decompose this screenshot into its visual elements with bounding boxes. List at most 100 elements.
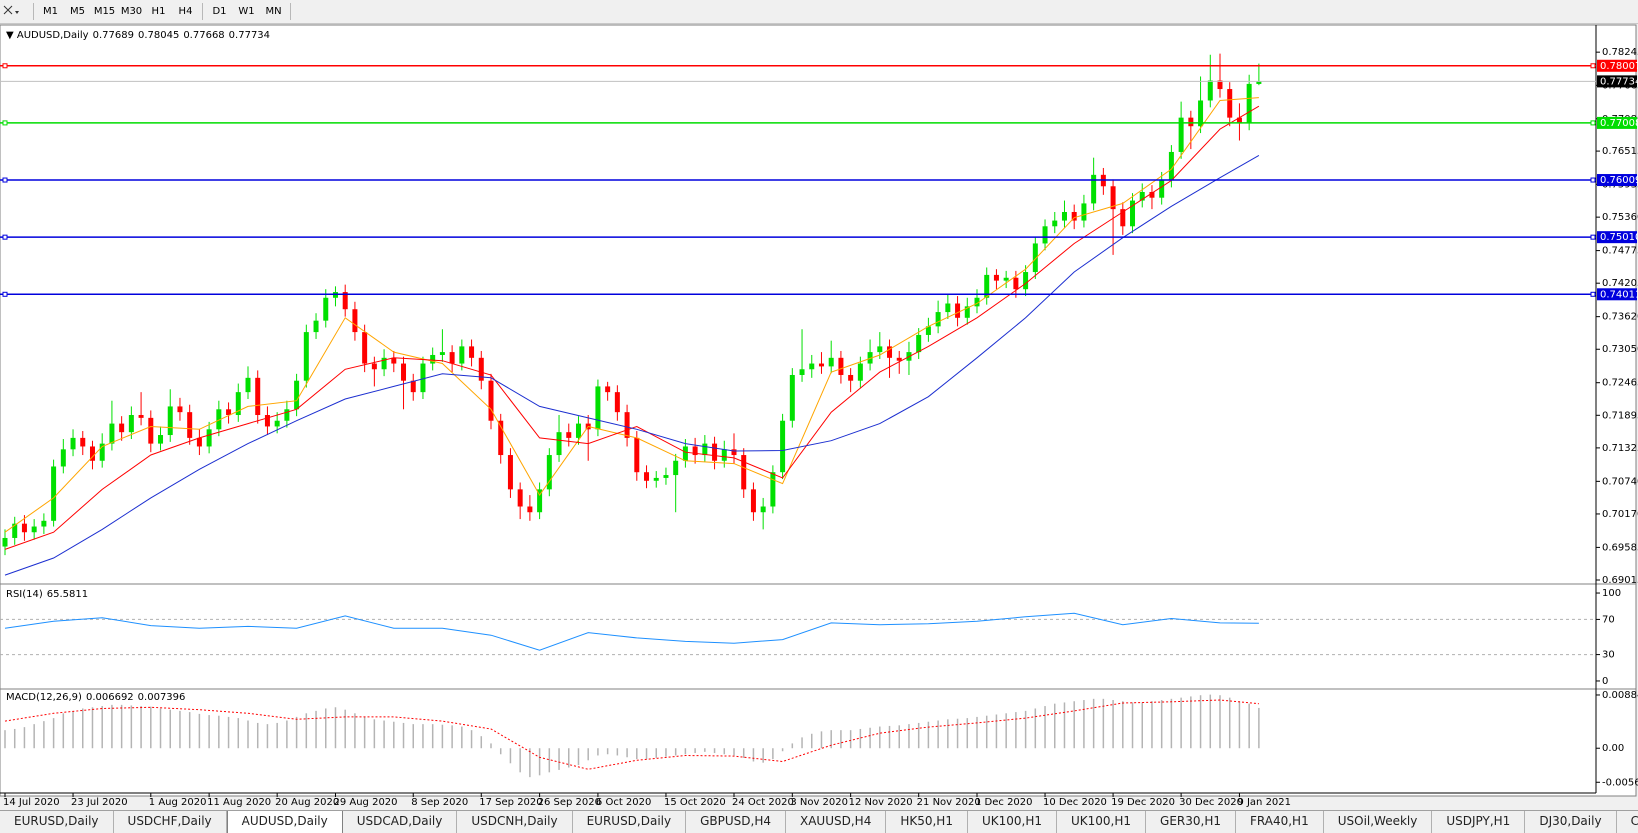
chart-tab[interactable]: GBPUSD,H4 [686,811,786,833]
candle-body [274,420,280,427]
candle-body [459,346,465,364]
candle-body [469,346,475,358]
candle-body [605,386,611,393]
close: 0.77734 [228,30,271,41]
chart-tab[interactable]: EURUSD,Daily [0,811,114,833]
moving-average [4,154,1260,576]
candle-body [119,423,125,433]
y-tick-label: 0.69585 [1602,542,1638,553]
timeframe-button[interactable]: H4 [178,6,193,17]
level-label: 0.74011 [1600,289,1638,300]
y-tick-label: 0.78245 [1602,47,1638,58]
y-tick-label: 30 [1602,650,1615,661]
x-tick-label: 8 Sep 2020 [411,797,468,808]
candle-body [371,363,377,370]
candle-body [1061,211,1067,221]
candle-body [1139,191,1145,201]
chart-tab[interactable]: DJ30,Daily [1525,811,1617,833]
timeframe-button[interactable]: MN [265,6,282,17]
chart-tab[interactable]: USDCHF,Daily [114,811,227,833]
chart-tab[interactable]: UK100,H1 [1057,811,1147,833]
x-tick-label: 3 Nov 2020 [790,797,848,808]
candle-body [12,523,18,538]
candle-body [731,449,737,456]
timeframe-button[interactable]: M30 [120,6,143,17]
level-label: 0.77008 [1600,118,1638,129]
timeframe-button[interactable]: D1 [212,6,227,17]
x-tick-label: 24 Oct 2020 [732,797,794,808]
chart-tab[interactable]: USDCAD,Daily [343,811,458,833]
chart-tab[interactable]: CHINA300,H1 [1617,811,1638,833]
candle-body [507,455,513,490]
candle-body [945,303,951,313]
moving-average [4,105,1260,550]
candle-body [799,369,805,375]
candle-body [896,357,902,361]
candle-body [964,306,970,318]
chart-tab[interactable]: HK50,H1 [886,811,968,833]
candle-body [99,443,105,461]
crosshair-icon[interactable] [0,2,30,22]
current-price-label: 0.77734 [1600,76,1638,87]
chart-tab[interactable]: XAUUSD,H4 [786,811,887,833]
candle-body [1052,220,1058,227]
candle-body [1256,81,1262,84]
x-tick-label: 26 Sep 2020 [538,797,601,808]
timeframe-button[interactable]: M1 [43,6,58,17]
candle-body [1120,209,1126,227]
timeframe-button[interactable]: H1 [151,6,166,17]
level-anchor [1590,177,1596,183]
candle-body [867,352,873,364]
candle-body [1023,272,1029,290]
level-anchor [1590,291,1596,297]
candle-body [362,332,368,364]
chart-tab[interactable]: USDCNH,Daily [457,811,573,833]
x-tick-label: 21 Nov 2020 [917,797,981,808]
timeframe-button[interactable]: W1 [238,6,255,17]
candle-body [770,472,776,507]
separator [202,3,203,20]
candle-body [741,455,747,490]
tab-bar: EURUSD,Daily USDCHF,Daily AUDUSD,Daily USDC… [0,810,1638,833]
candle-body [887,346,893,358]
x-tick-label: 29 Aug 2020 [333,797,397,808]
candle-body [1227,89,1233,118]
x-tick-label: 12 Nov 2020 [849,797,913,808]
candle-body [1236,117,1242,124]
chart-tab[interactable]: UK100,H1 [968,811,1057,833]
candle-body [692,446,698,456]
candle-body [245,377,251,393]
level-label-box [1597,231,1637,244]
macd-value: 0.006692 [85,692,134,703]
x-tick-label: 10 Dec 2020 [1043,797,1107,808]
candle-body [575,423,581,438]
x-tick-label: 20 Aug 2020 [275,797,339,808]
candle-body [537,489,543,513]
candle-body [187,412,193,438]
candle-body [916,334,922,353]
candle-body [1032,243,1038,273]
chart-tab[interactable]: USDJPY,H1 [1432,811,1526,833]
candle-body [760,506,766,513]
rsi-title: RSI(14) [6,589,43,600]
candle-body [488,380,494,421]
x-tick-label: 9 Jan 2021 [1237,797,1291,808]
y-tick-label: 0.76515 [1602,146,1638,157]
chart-tab[interactable]: AUDUSD,Daily [226,811,343,833]
candle-body [566,432,572,438]
candle-body [1013,277,1019,290]
chart-tab[interactable]: GER30,H1 [1146,811,1236,833]
level-anchor [2,120,8,126]
candle-body [750,489,756,513]
x-tick-label: 15 Oct 2020 [664,797,726,808]
chart-tab[interactable]: EURUSD,Daily [573,811,687,833]
chart-tab[interactable]: USOil,Weekly [1324,811,1433,833]
timeframe-button[interactable]: M5 [70,6,85,17]
chart-tab[interactable]: FRA40,H1 [1236,811,1324,833]
candle-body [60,449,66,467]
timeframe-button[interactable]: M15 [93,6,116,17]
chart-frame [0,24,1637,797]
candle-body [284,409,290,421]
